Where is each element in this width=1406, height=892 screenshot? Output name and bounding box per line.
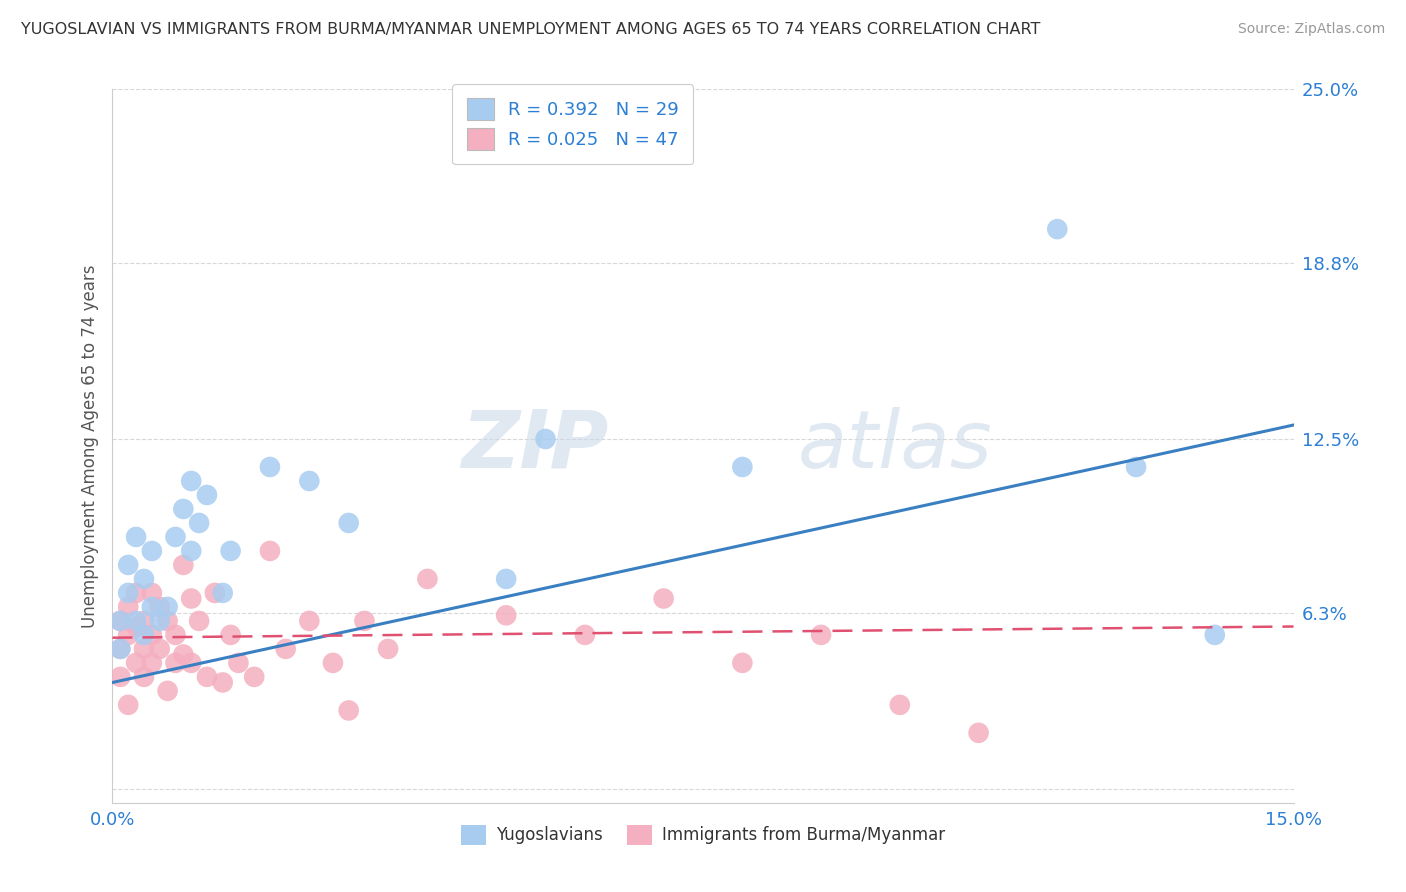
Point (141, 544, 163, 558)
Point (125, 619, 148, 633)
Point (132, 614, 155, 628)
Point (228, 656, 250, 670)
Point (156, 614, 179, 628)
Point (156, 684, 179, 698)
Point (652, 591, 675, 606)
Point (172, 558, 194, 572)
Point (495, 608, 517, 623)
Point (180, 544, 202, 558)
Point (534, 432, 557, 446)
Point (1046, 222, 1069, 236)
Point (125, 656, 148, 670)
Point (188, 614, 211, 628)
Point (117, 558, 139, 572)
Point (141, 586, 163, 600)
Point (132, 572, 155, 586)
Point (204, 586, 226, 600)
Point (298, 614, 321, 628)
Text: YUGOSLAVIAN VS IMMIGRANTS FROM BURMA/MYANMAR UNEMPLOYMENT AMONG AGES 65 TO 74 YE: YUGOSLAVIAN VS IMMIGRANTS FROM BURMA/MYA… (21, 22, 1040, 37)
Point (180, 474, 202, 488)
Point (195, 670, 218, 684)
Point (172, 502, 194, 516)
Point (353, 614, 375, 628)
Point (132, 641, 155, 656)
Point (110, 641, 132, 656)
Text: ZIP: ZIP (461, 407, 609, 485)
Point (322, 656, 344, 670)
Point (337, 516, 360, 530)
Point (195, 488, 218, 502)
Point (141, 628, 163, 642)
Point (274, 641, 297, 656)
Point (117, 599, 139, 614)
Point (967, 726, 990, 740)
Point (731, 460, 754, 475)
Point (110, 614, 132, 628)
Point (125, 530, 148, 544)
Point (110, 641, 132, 656)
Point (219, 628, 242, 642)
Point (125, 586, 148, 600)
Point (172, 648, 194, 662)
Point (110, 670, 132, 684)
Point (180, 591, 202, 606)
Legend: Yugoslavians, Immigrants from Burma/Myanmar: Yugoslavians, Immigrants from Burma/Myan… (454, 818, 952, 852)
Point (337, 703, 360, 717)
Point (125, 614, 148, 628)
Point (259, 544, 281, 558)
Point (149, 614, 172, 628)
Point (117, 698, 139, 712)
Point (188, 516, 211, 530)
Point (117, 586, 139, 600)
Point (416, 572, 439, 586)
Y-axis label: Unemployment Among Ages 65 to 74 years: Unemployment Among Ages 65 to 74 years (80, 264, 98, 628)
Point (165, 628, 187, 642)
Point (149, 599, 172, 614)
Point (731, 656, 754, 670)
Point (810, 628, 832, 642)
Point (156, 599, 179, 614)
Point (165, 530, 187, 544)
Point (889, 698, 911, 712)
Point (149, 641, 172, 656)
Point (117, 628, 139, 642)
Point (298, 474, 321, 488)
Point (211, 675, 233, 690)
Point (165, 656, 187, 670)
Text: atlas: atlas (797, 407, 993, 485)
Point (495, 572, 517, 586)
Point (219, 544, 242, 558)
Point (141, 599, 163, 614)
Point (132, 628, 155, 642)
Text: Source: ZipAtlas.com: Source: ZipAtlas.com (1237, 22, 1385, 37)
Point (110, 614, 132, 628)
Point (243, 670, 266, 684)
Point (574, 628, 596, 642)
Point (377, 641, 399, 656)
Point (259, 460, 281, 475)
Point (1125, 460, 1147, 475)
Point (1204, 628, 1226, 642)
Point (132, 670, 155, 684)
Point (180, 656, 202, 670)
Point (211, 586, 233, 600)
Point (141, 656, 163, 670)
